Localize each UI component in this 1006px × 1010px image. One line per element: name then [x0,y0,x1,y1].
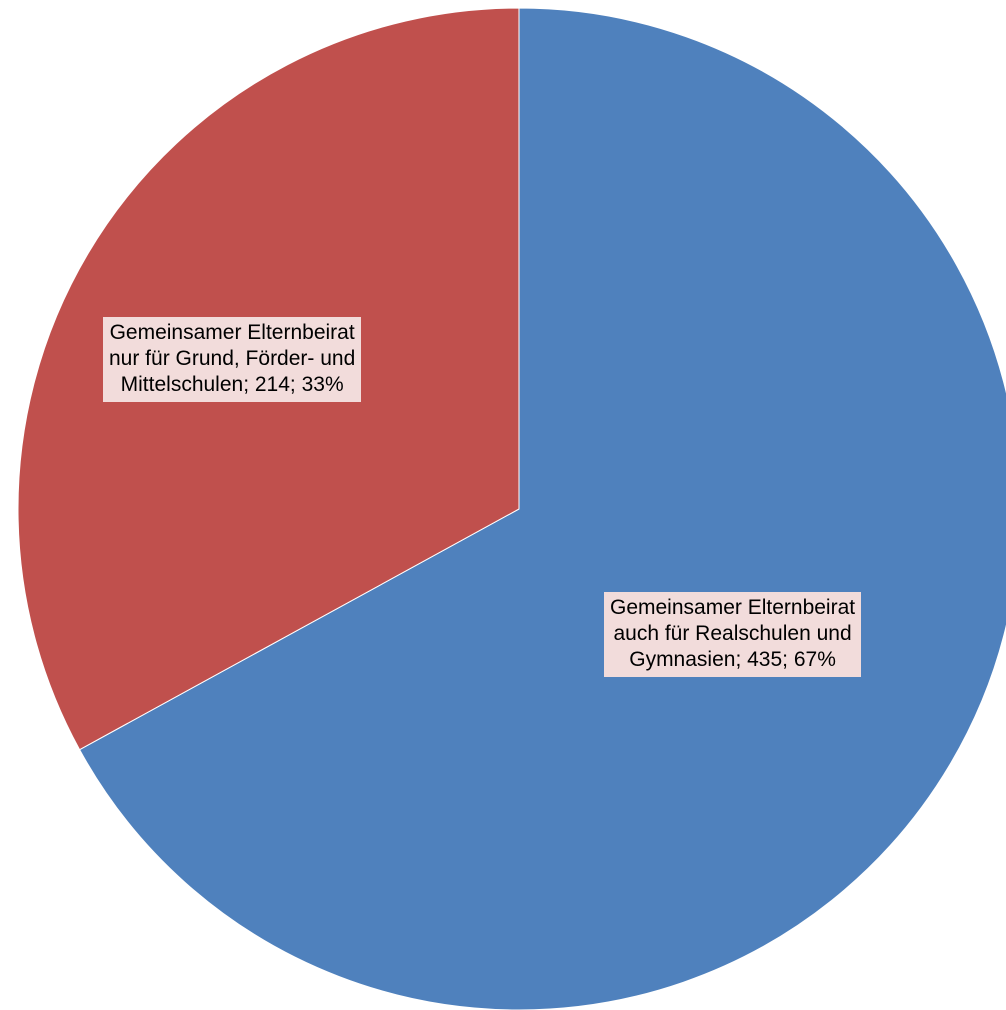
data-label-line: Gymnasien; 435; 67% [629,648,836,671]
data-label-percent: 67% [793,648,836,671]
data-label-realschulen-gymnasien: Gemeinsamer Elternbeirat auch für Realsc… [604,592,862,677]
data-label-line: Gemeinsamer Elternbeirat [610,596,856,619]
data-label-line: nur für Grund, Förder- und [109,347,356,370]
data-label-value: 435 [747,648,783,671]
data-label-line: Gemeinsamer Elternbeirat [109,321,355,344]
pie-slice-realschulen-gymnasien [78,7,1006,1010]
data-label-percent: 33% [301,373,344,396]
data-label-grund-foerder-mittelschulen: Gemeinsamer Elternbeirat nur für Grund, … [103,317,362,402]
data-label-category-tail: Mittelschulen; [120,373,250,396]
data-label-value: 214 [254,373,290,396]
data-label-line: Mittelschulen; 214; 33% [120,373,344,396]
data-label-line: auch für Realschulen und [613,622,852,645]
data-label-category-tail: Gymnasien; [629,648,742,671]
